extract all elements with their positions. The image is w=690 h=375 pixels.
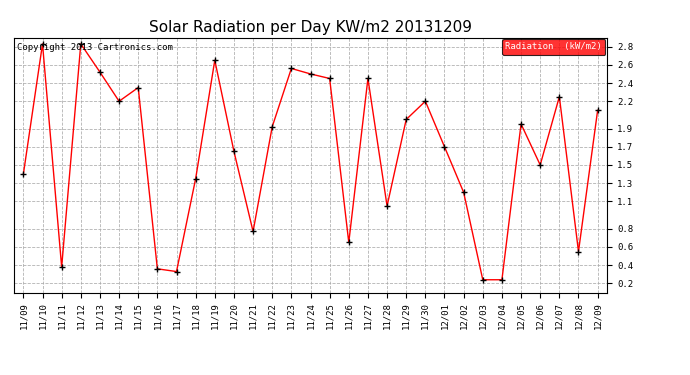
Legend: Radiation  (kW/m2): Radiation (kW/m2) (502, 39, 605, 55)
Title: Solar Radiation per Day KW/m2 20131209: Solar Radiation per Day KW/m2 20131209 (149, 20, 472, 35)
Text: Copyright 2013 Cartronics.com: Copyright 2013 Cartronics.com (17, 43, 172, 52)
